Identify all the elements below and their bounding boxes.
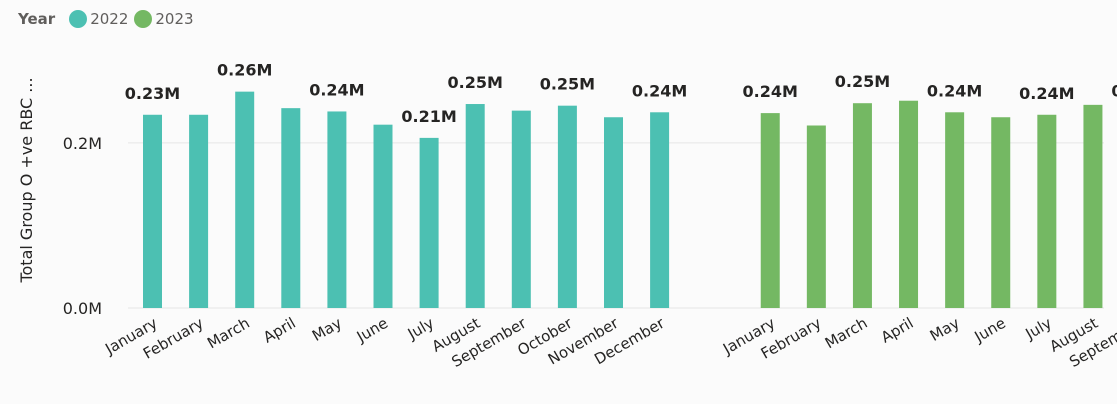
legend-item-2022[interactable]: 2022 [69, 10, 128, 28]
bar-2022-june[interactable] [373, 124, 393, 309]
bar-2023-august[interactable] [1083, 104, 1103, 308]
bar-2022-october[interactable] [557, 105, 577, 308]
x-tick-label-2022-may: May [309, 314, 345, 345]
bar-2022-may[interactable] [327, 111, 347, 308]
x-tick-label-2023-march: March [822, 314, 871, 352]
bar-2022-august[interactable] [465, 104, 485, 308]
data-label-2023-january: 0.24M [743, 82, 798, 101]
y-tick-label-0: 0.0M [63, 299, 102, 318]
bar-2023-january[interactable] [760, 113, 780, 308]
bar-2022-april[interactable] [281, 108, 301, 308]
bar-2022-march[interactable] [235, 91, 255, 309]
bar-2023-july[interactable] [1037, 114, 1057, 308]
bar-2023-march[interactable] [852, 103, 872, 308]
legend-marker-2022 [69, 10, 88, 28]
x-tick-label-2022-june: June [353, 314, 391, 346]
legend-item-2023[interactable]: 2023 [134, 10, 194, 28]
data-label-2022-january: 0.23M [125, 84, 180, 103]
data-label-2023-march: 0.25M [835, 72, 890, 91]
bar-2022-february[interactable] [189, 114, 209, 308]
data-label-2022-july: 0.21M [401, 107, 456, 126]
legend-label-2023: 2023 [155, 10, 194, 28]
y-axis-title: Total Group O +ve RBC ... [17, 77, 36, 283]
legend-title: Year [18, 10, 56, 28]
data-label-2022-may: 0.24M [309, 80, 364, 99]
bar-2022-september[interactable] [511, 110, 531, 308]
bar-2023-may[interactable] [945, 112, 965, 308]
data-label-2022-december: 0.24M [632, 81, 687, 100]
data-label-2022-march: 0.26M [217, 61, 272, 80]
bar-2023-june[interactable] [991, 117, 1011, 308]
x-tick-label-2022-march: March [204, 314, 253, 352]
legend: Year 2022 2023 [18, 8, 200, 30]
legend-marker-2023 [134, 10, 153, 28]
data-label-2023-may: 0.24M [927, 81, 982, 100]
x-tick-label-2023-may: May [927, 314, 963, 345]
bar-2022-december[interactable] [650, 112, 670, 308]
data-label-2023-july: 0.24M [1019, 84, 1074, 103]
x-tick-label-2023-april: April [878, 314, 917, 347]
legend-label-2022: 2022 [90, 10, 129, 28]
bar-2023-february[interactable] [806, 125, 826, 309]
data-label-2022-august: 0.25M [447, 73, 502, 92]
x-tick-label-2023-june: June [971, 314, 1009, 346]
bar-2022-january[interactable] [143, 114, 162, 308]
data-label-2022-october: 0.25M [540, 75, 595, 94]
data-label-2023-september: 0.24M [1111, 81, 1117, 100]
y-tick-label-1: 0.2M [63, 134, 102, 153]
bar-2022-november[interactable] [604, 117, 623, 308]
bar-2023-april[interactable] [899, 100, 919, 308]
x-tick-label-2022-april: April [260, 314, 299, 347]
bar-2022-july[interactable] [419, 137, 439, 308]
